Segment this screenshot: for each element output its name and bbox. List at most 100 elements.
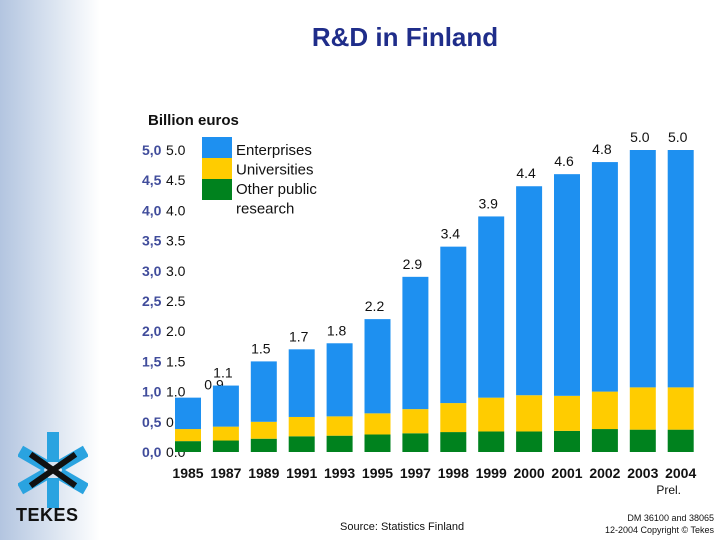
bar-other-public-research-1989	[250, 438, 277, 452]
x-tick-label: 1987	[210, 465, 241, 481]
bar-universities-1999	[478, 397, 505, 432]
bar-other-public-research-2002	[591, 429, 618, 452]
bar-enterprises-1991	[288, 349, 315, 417]
bar-universities-2004	[667, 387, 694, 430]
bar-other-public-research-1998	[440, 432, 467, 452]
y-tick-label: 1.5	[166, 353, 186, 369]
bar-total-label: 2.9	[403, 256, 423, 272]
y-tick-label: 2.0	[166, 323, 186, 339]
y-axis-unit-label: Billion euros	[148, 112, 239, 129]
legend-label: Enterprises	[236, 142, 312, 159]
y-tick-shadow-label: 1,0	[142, 384, 162, 400]
y-tick-label-bg	[164, 383, 188, 400]
y-tick-label: 5.0	[166, 142, 186, 158]
x-tick-label: 2004	[665, 465, 696, 481]
y-tick-shadow-label: 1,5	[142, 353, 162, 369]
y-tick-label: 4.0	[166, 202, 186, 218]
x-tick-label: 2000	[514, 465, 545, 481]
bar-enterprises-1997	[402, 276, 429, 410]
bar-total-label: 4.8	[592, 141, 612, 157]
y-tick-label: 3.0	[166, 263, 186, 279]
y-tick-label-bg	[164, 232, 188, 249]
legend-swatch-2	[202, 158, 232, 179]
legend-swatch-1	[202, 137, 232, 158]
page-title: R&D in Finland	[311, 22, 499, 52]
bar-enterprises-2000	[516, 186, 543, 396]
bar-universities-1989	[250, 421, 277, 439]
bar-enterprises-1989	[250, 361, 277, 422]
bar-other-public-research-2000	[516, 431, 543, 452]
bar-total-label: 4.6	[554, 153, 574, 169]
y-tick-shadow-label: 4,5	[142, 172, 162, 188]
y-tick-label-bg	[164, 353, 188, 370]
bar-total-label: 5.0	[668, 129, 688, 145]
bar-enterprises-2004	[667, 150, 694, 388]
y-tick-label: 3.5	[166, 233, 186, 249]
bar-total-label: 5.0	[630, 129, 650, 145]
y-tick-shadow-label: 0,0	[142, 444, 162, 460]
bar-other-public-research-1985	[175, 441, 201, 452]
y-tick-shadow-label: 5,0	[142, 142, 162, 158]
legend-label: Other public	[236, 181, 317, 198]
y-tick-shadow-label: 4,0	[142, 202, 162, 218]
bar-total-label: 2.2	[365, 298, 385, 314]
y-tick-label-bg	[164, 202, 188, 219]
x-tick-label: 1985	[172, 465, 203, 481]
legend-label: research	[236, 201, 294, 218]
bar-other-public-research-2004	[667, 429, 694, 452]
x-tick-label: 1999	[476, 465, 507, 481]
bar-total-label: 1.7	[289, 328, 309, 344]
x-tick-label: 1998	[438, 465, 469, 481]
bar-total-label: 1.5	[251, 340, 271, 356]
y-tick-label: 2.5	[166, 293, 186, 309]
bar-other-public-research-2003	[629, 429, 656, 452]
y-tick-label-bg	[164, 293, 188, 309]
bar-other-public-research-1997	[402, 433, 429, 452]
bar-total-label: 1.1	[213, 365, 233, 381]
x-tick-label: 1989	[248, 465, 279, 481]
bar-universities-2001	[554, 395, 580, 431]
bar-other-public-research-1991	[288, 436, 315, 452]
bar-total-label: 3.9	[478, 195, 498, 211]
tekes-logo-text: TEKES	[16, 505, 79, 525]
bar-universities-1993	[326, 416, 353, 436]
y-tick-label-bg	[164, 262, 188, 279]
bar-enterprises-1987	[212, 385, 239, 427]
bar-enterprises-1999	[478, 216, 505, 398]
legend-swatch-3	[202, 179, 232, 200]
copyright-note: DM 36100 and 38065 12-2004 Copyright © T…	[544, 512, 714, 536]
source-note: Source: Statistics Finland	[340, 521, 465, 533]
x-tick-label: 1993	[324, 465, 355, 481]
bar-universities-2002	[591, 391, 618, 430]
bar-enterprises-1985	[175, 397, 201, 430]
bar-enterprises-2002	[591, 162, 618, 392]
y-tick-label-bg	[164, 172, 188, 189]
y-tick-label-bg	[164, 323, 188, 340]
y-tick-label-bg	[164, 142, 188, 158]
x-tick-label: 1991	[286, 465, 317, 481]
y-tick-shadow-label: 2,5	[142, 293, 162, 309]
x-tick-label: 1997	[400, 465, 431, 481]
y-tick-shadow-label: 2,0	[142, 323, 162, 339]
bar-universities-2000	[516, 395, 543, 432]
bar-universities-1987	[212, 426, 239, 441]
copyright-line-2: 12-2004 Copyright © Tekes	[604, 525, 714, 535]
bar-enterprises-2001	[554, 174, 580, 396]
legend-label: Universities	[236, 162, 314, 179]
bar-other-public-research-1995	[364, 434, 391, 452]
y-tick-label: 4.5	[166, 172, 186, 188]
bar-universities-1991	[288, 416, 315, 437]
bar-enterprises-2003	[629, 150, 656, 388]
bar-universities-1995	[364, 413, 391, 435]
x-tick-label: 2002	[589, 465, 620, 481]
x-tick-label: 2001	[551, 465, 582, 481]
bar-universities-1985	[175, 429, 201, 442]
bar-other-public-research-2001	[554, 430, 580, 452]
bar-enterprises-1998	[440, 246, 467, 404]
bar-other-public-research-1987	[212, 440, 239, 452]
y-tick-shadow-label: 3,5	[142, 233, 162, 249]
x-tick-label: 1995	[362, 465, 393, 481]
bar-universities-1998	[440, 403, 467, 433]
bar-other-public-research-1999	[478, 431, 505, 452]
